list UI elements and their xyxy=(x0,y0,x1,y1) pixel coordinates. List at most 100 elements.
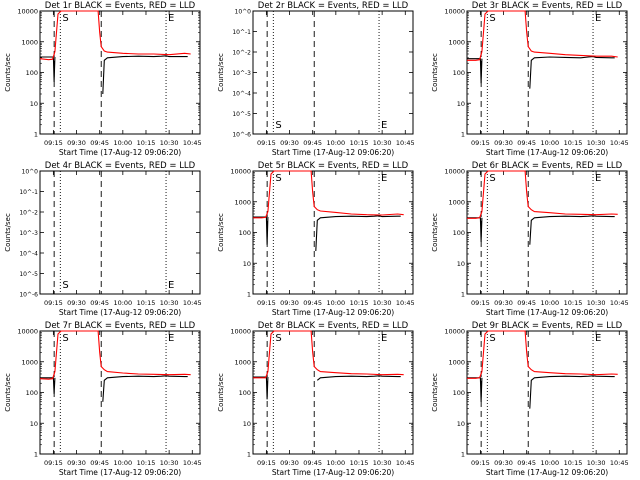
y-tick-label: 10000 xyxy=(444,8,465,16)
y-axis-label: Counts/sec xyxy=(217,213,225,252)
y-tick-label: 10^-1 xyxy=(19,189,38,196)
x-tick-label: 10:15 xyxy=(350,299,369,307)
y-tick-label: 10^-2 xyxy=(232,50,251,57)
y-tick-label: 1 xyxy=(461,291,465,299)
y-tick-label: 1000 xyxy=(448,38,465,46)
y-tick-label: 10 xyxy=(457,260,465,268)
y-tick-label: 10 xyxy=(457,100,465,108)
y-tick-label: 10000 xyxy=(444,168,465,176)
x-tick-label: 09:30 xyxy=(280,139,299,147)
x-tick-label: 10:30 xyxy=(373,299,392,307)
x-tick-label: 10:45 xyxy=(396,459,415,467)
detector-panel: Det 4r BLACK = Events, RED = LLD Start Ti… xyxy=(4,161,202,317)
x-tick-label: 10:45 xyxy=(396,299,415,307)
x-tick-label: 09:30 xyxy=(67,139,86,147)
plot-frame xyxy=(252,330,414,455)
x-tick-label: 10:45 xyxy=(183,459,202,467)
plot-frame xyxy=(39,170,201,295)
y-tick-label: 100 xyxy=(26,389,38,397)
y-axis-label: Counts/sec xyxy=(4,53,12,92)
x-tick-label: 10:30 xyxy=(587,139,606,147)
x-tick-label: 09:45 xyxy=(90,299,109,307)
marker-label: E xyxy=(381,173,387,184)
marker-label: E xyxy=(595,173,601,184)
y-tick-label: 1000 xyxy=(21,358,38,366)
marker-label: S xyxy=(62,280,68,291)
x-tick-label: 10:30 xyxy=(587,299,606,307)
marker-label: E xyxy=(595,13,601,24)
x-tick-label: 09:15 xyxy=(257,139,276,147)
panel-title: Det 5r BLACK = Events, RED = LLD xyxy=(258,161,409,171)
y-tick-label: 10^-6 xyxy=(232,132,251,139)
detector-panel: Det 5r BLACK = Events, RED = LLD Start Ti… xyxy=(217,161,415,317)
marker-label: S xyxy=(62,13,68,24)
detector-panel: Det 2r BLACK = Events, RED = LLD Start Ti… xyxy=(217,1,415,157)
events-series-line xyxy=(40,375,188,402)
x-tick-label: 10:00 xyxy=(326,459,345,467)
lld-series-line xyxy=(39,10,191,61)
lld-series-line xyxy=(39,330,191,380)
x-axis-label: Start Time (17-Aug-12 09:06:20) xyxy=(486,468,608,477)
panel-title: Det 8r BLACK = Events, RED = LLD xyxy=(258,321,409,331)
x-tick-label: 10:45 xyxy=(183,139,202,147)
y-tick-label: 10^-5 xyxy=(19,271,38,278)
y-tick-label: 10^-1 xyxy=(232,29,251,36)
y-tick-label: 100 xyxy=(453,229,465,237)
plot-frame xyxy=(39,330,201,455)
y-tick-label: 10^-3 xyxy=(232,70,251,77)
x-tick-label: 10:30 xyxy=(160,299,179,307)
x-tick-label: 09:15 xyxy=(471,459,490,467)
x-tick-label: 10:15 xyxy=(564,139,583,147)
y-tick-label: 10^-4 xyxy=(19,251,38,258)
x-tick-label: 10:15 xyxy=(350,139,369,147)
x-tick-label: 09:15 xyxy=(471,139,490,147)
x-tick-label: 10:30 xyxy=(587,459,606,467)
y-tick-label: 100 xyxy=(239,229,251,237)
y-tick-label: 10000 xyxy=(230,168,251,176)
y-tick-label: 10 xyxy=(30,420,38,428)
x-tick-label: 09:45 xyxy=(517,139,536,147)
x-tick-label: 10:30 xyxy=(160,459,179,467)
x-tick-label: 09:45 xyxy=(303,459,322,467)
y-tick-label: 10^-2 xyxy=(19,210,38,217)
detector-panel: Det 9r BLACK = Events, RED = LLD Start Ti… xyxy=(431,321,629,477)
x-tick-label: 09:45 xyxy=(517,459,536,467)
detector-panel: Det 7r BLACK = Events, RED = LLD Start Ti… xyxy=(4,321,202,477)
x-tick-label: 09:45 xyxy=(303,139,322,147)
detector-panel: Det 8r BLACK = Events, RED = LLD Start Ti… xyxy=(217,321,415,477)
lld-series-line xyxy=(253,170,404,219)
y-tick-label: 10^0 xyxy=(235,9,252,16)
events-series-line xyxy=(467,215,615,245)
x-axis-label: Start Time (17-Aug-12 09:06:20) xyxy=(486,308,608,317)
marker-label: E xyxy=(168,13,174,24)
y-tick-label: 10000 xyxy=(444,328,465,336)
x-tick-label: 09:30 xyxy=(67,459,86,467)
x-tick-label: 09:45 xyxy=(90,139,109,147)
y-axis-label: Counts/sec xyxy=(217,373,225,412)
x-tick-label: 10:00 xyxy=(540,299,559,307)
x-tick-label: 10:00 xyxy=(326,299,345,307)
y-axis-label: Counts/sec xyxy=(431,53,439,92)
x-axis-label: Start Time (17-Aug-12 09:06:20) xyxy=(59,468,181,477)
marker-label: S xyxy=(489,173,495,184)
y-tick-label: 10 xyxy=(457,420,465,428)
y-tick-label: 100 xyxy=(239,389,251,397)
x-tick-label: 10:00 xyxy=(113,299,132,307)
x-tick-label: 09:15 xyxy=(44,139,63,147)
marker-label: S xyxy=(275,333,281,344)
x-tick-label: 09:30 xyxy=(280,459,299,467)
x-tick-label: 10:00 xyxy=(540,139,559,147)
y-axis-label: Counts/sec xyxy=(431,213,439,252)
x-axis-label: Start Time (17-Aug-12 09:06:20) xyxy=(272,468,394,477)
panel-title: Det 2r BLACK = Events, RED = LLD xyxy=(258,1,409,11)
x-tick-label: 10:00 xyxy=(326,139,345,147)
y-tick-label: 10000 xyxy=(17,328,38,336)
y-axis-label: Counts/sec xyxy=(431,373,439,412)
marker-label: S xyxy=(275,120,281,131)
x-axis-label: Start Time (17-Aug-12 09:06:20) xyxy=(59,148,181,157)
x-tick-label: 10:15 xyxy=(137,459,156,467)
y-tick-label: 10000 xyxy=(230,328,251,336)
x-tick-label: 10:30 xyxy=(160,139,179,147)
x-tick-label: 09:15 xyxy=(44,459,63,467)
